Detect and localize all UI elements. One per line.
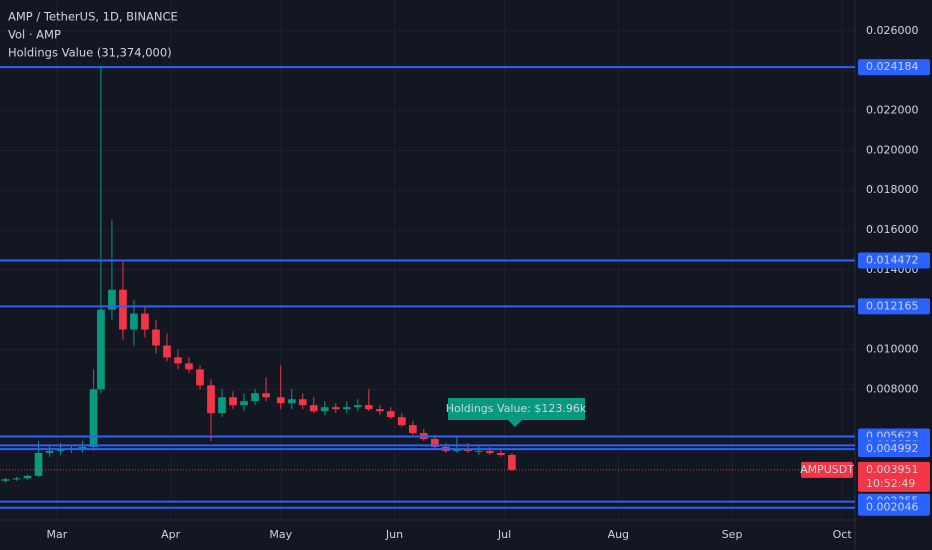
x-tick-label: Oct [833, 528, 853, 541]
overlay: 0.0241840.0144720.0121650.0056230.005179… [0, 59, 930, 516]
y-tick-label: 0.010000 [866, 342, 919, 355]
candle-body [45, 450, 54, 453]
level-label-box [858, 499, 930, 516]
candle-body [364, 405, 373, 410]
y-tick-label: 0.020000 [866, 143, 919, 156]
candle-body [163, 345, 171, 358]
indicator-label: Vol · AMP [8, 28, 61, 42]
candle-body [298, 399, 307, 406]
candle-body [240, 401, 248, 406]
level-label-box [858, 252, 930, 269]
y-tick-label: 0.016000 [866, 223, 919, 236]
candle-body [386, 411, 395, 418]
candle-body [342, 407, 351, 410]
x-tick-label: Jun [385, 528, 403, 541]
level-label: 0.012165 [866, 299, 919, 312]
symbol-label: AMPUSDT [800, 463, 854, 476]
candle-body [130, 313, 138, 330]
candle-body [89, 389, 98, 447]
price-label: 0.003951 [866, 463, 919, 476]
x-tick-label: Jul [497, 528, 511, 541]
level-label-box [858, 298, 930, 315]
candle-body [309, 405, 318, 412]
y-tick-label: 0.022000 [866, 104, 919, 117]
countdown-label: 10:52:49 [866, 477, 915, 490]
candle-body [108, 289, 116, 310]
candle-body [497, 452, 505, 455]
y-tick-label: 0.008000 [866, 382, 919, 395]
tooltip-label: Holdings Value: $123.96k [446, 402, 587, 415]
chart-title: AMP / TetherUS, 1D, BINANCE [8, 10, 178, 24]
level-label: 0.014472 [866, 253, 919, 266]
candle-body [408, 425, 417, 434]
level-label: 0.004992 [866, 442, 919, 455]
candle-body [287, 399, 296, 404]
x-tick-label: Apr [161, 528, 181, 541]
candle-body [97, 309, 105, 390]
x-tick-label: Aug [608, 528, 629, 541]
level-label: 0.002046 [866, 501, 919, 514]
candle-body [207, 385, 215, 414]
candle-body [119, 289, 127, 330]
candle-body [262, 393, 270, 398]
y-tick-label: 0.018000 [866, 183, 919, 196]
candle-body [251, 393, 259, 402]
candle-body [185, 363, 193, 370]
candle-body [152, 329, 160, 346]
grid: 0.0260000.0240000.0220000.0200000.018000… [0, 0, 919, 541]
x-tick-label: Mar [46, 528, 67, 541]
candle-body [23, 475, 32, 479]
candle-body [475, 450, 483, 452]
candle-body [353, 405, 362, 408]
price-box [858, 461, 930, 492]
candle-body [1, 479, 10, 481]
level-label: 0.024184 [866, 60, 919, 73]
candle-body [508, 454, 516, 470]
level-label-box [858, 59, 930, 76]
candle-body [218, 397, 226, 414]
candle-body [331, 407, 340, 410]
candle-body [320, 407, 329, 412]
candle-body [196, 369, 204, 386]
candle-body [12, 478, 21, 480]
x-tick-label: Sep [722, 528, 743, 541]
candle-body [34, 452, 43, 476]
symbol-box [801, 461, 853, 478]
candle-body [430, 439, 439, 447]
tooltip-box [448, 398, 585, 427]
candle-body [141, 313, 149, 330]
candle-body [375, 409, 384, 412]
y-tick-label: 0.026000 [866, 24, 919, 37]
candle-body [174, 357, 182, 364]
indicator-label: Holdings Value (31,374,000) [8, 46, 172, 60]
level-label-box [858, 441, 930, 458]
candle-body [276, 397, 285, 404]
x-tick-label: May [269, 528, 292, 541]
candle-body [397, 417, 406, 426]
candle-body [229, 397, 237, 406]
candle-body [486, 450, 494, 453]
